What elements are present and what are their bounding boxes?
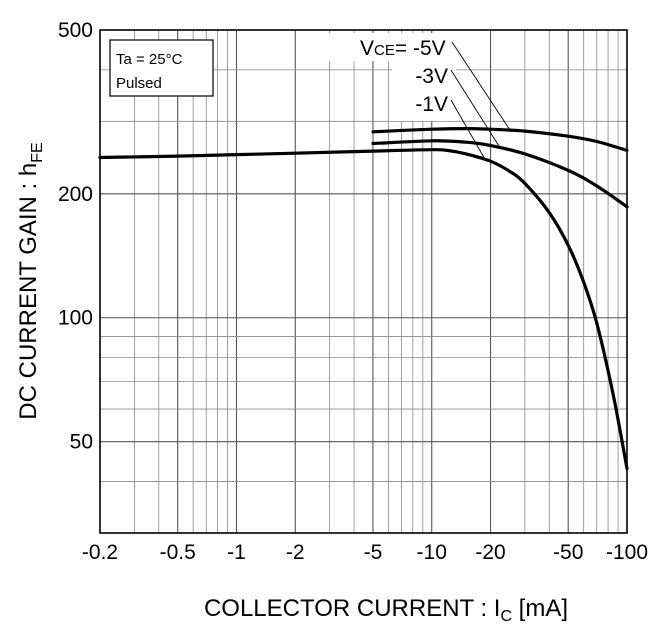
y-tick-label: 50 (70, 431, 93, 454)
y-axis-title-sub: FE (29, 142, 46, 162)
x-axis-title-sub: C (500, 608, 512, 625)
series-curves (98, 126, 629, 471)
plot-frame (99, 29, 628, 534)
series-line-vce1v (98, 148, 629, 471)
legend-leader-line (450, 99, 487, 162)
legend-mask-top (306, 33, 456, 61)
legend-label-vce-5v: VCE= -5V (360, 37, 446, 60)
tick-labels: -0.2 -0.5 -1 -2 -5 -10 -20 -50 -100 50 100 200 500 (58, 19, 648, 564)
x-axis-title-unit: [mA] (512, 595, 568, 622)
x-tick-label: -50 (553, 541, 583, 564)
x-tick-label: -100 (606, 541, 648, 564)
grid (100, 30, 627, 534)
legend-leader-line (451, 41, 510, 130)
legend-label-vce3v: -3V (415, 65, 448, 88)
conditions-box: Ta = 25°C Pulsed (109, 39, 214, 97)
legend-leader-line (450, 69, 499, 146)
x-tick-label: -10 (417, 541, 447, 564)
y-axis-title-main: DC CURRENT GAIN : h (15, 163, 42, 420)
x-axis-title: COLLECTOR CURRENT : IC [mA] (204, 595, 568, 625)
x-tick-label: -0.2 (82, 541, 118, 564)
condition-pulsed: Pulsed (116, 75, 162, 92)
series-line-vce5v (371, 126, 629, 152)
legend: VCE= -5V -3V -1V (306, 33, 510, 162)
conditions-frame (109, 39, 214, 97)
condition-temperature: Ta = 25°C (116, 51, 183, 68)
x-axis-title-main: COLLECTOR CURRENT : I (204, 595, 501, 622)
series-line-vce3v (371, 139, 629, 209)
x-tick-label: -20 (475, 541, 505, 564)
y-axis-title: DC CURRENT GAIN : hFE (15, 142, 46, 419)
legend-mask-side (392, 61, 456, 121)
x-tick-label: -2 (286, 541, 305, 564)
x-tick-label: -5 (364, 541, 383, 564)
legend-label-vce1v: -1V (415, 93, 448, 116)
x-tick-label: -0.5 (160, 541, 196, 564)
y-tick-label: 500 (58, 19, 93, 42)
y-tick-label: 200 (58, 183, 93, 206)
x-tick-label: -1 (227, 541, 246, 564)
y-tick-label: 100 (58, 307, 93, 330)
